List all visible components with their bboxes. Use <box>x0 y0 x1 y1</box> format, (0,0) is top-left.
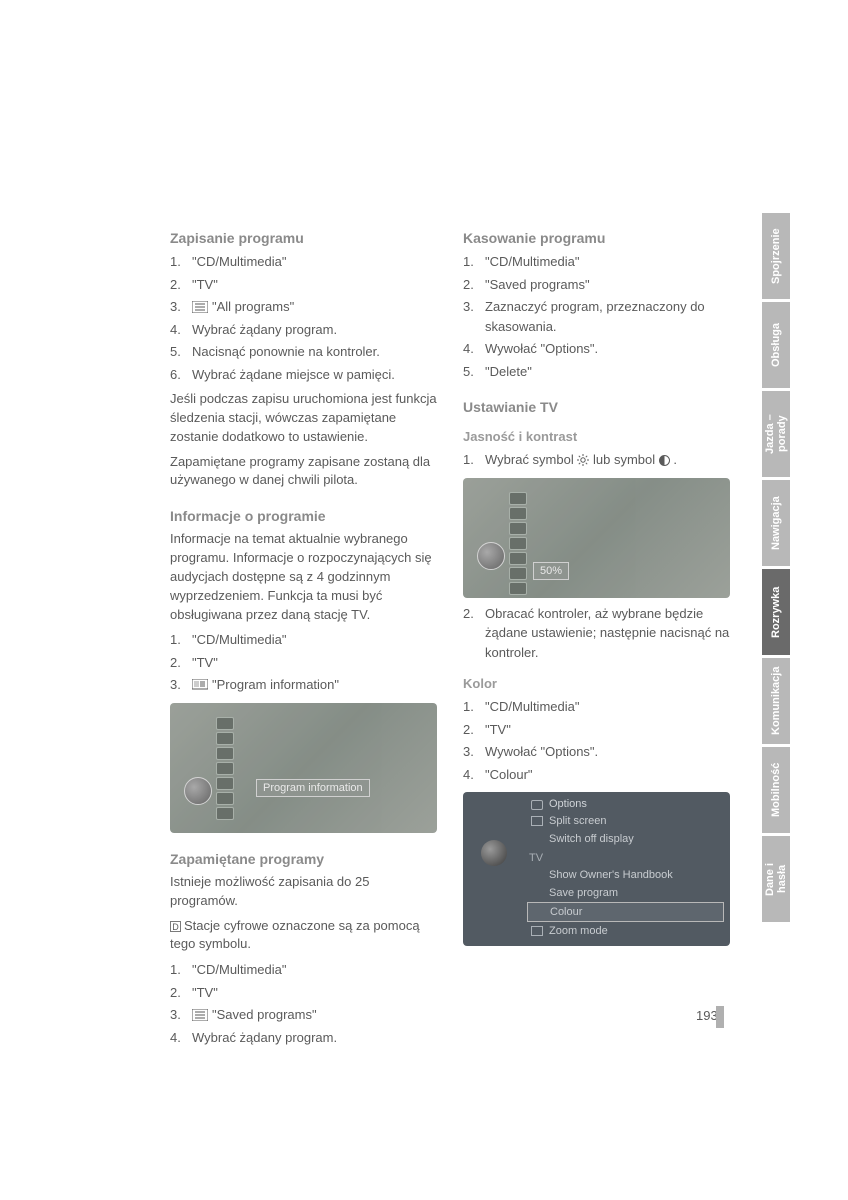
menu-list-icon <box>192 301 208 313</box>
ordered-list: "CD/Multimedia" "Saved programs" Zaznacz… <box>463 252 730 381</box>
ordered-list: "CD/Multimedia" "TV" "All programs" Wybr… <box>170 252 437 384</box>
screenshot-side-icons <box>509 492 527 595</box>
section-title: Ustawianie TV <box>463 399 730 415</box>
paragraph: Istnieje możliwość zapisania do 25 progr… <box>170 873 437 911</box>
menu-subhead: TV <box>527 852 724 864</box>
list-item: Wybrać żądane miejsce w pamięci. <box>170 365 437 385</box>
list-item: "CD/Multimedia" <box>170 630 437 650</box>
section-title: Kasowanie programu <box>463 230 730 246</box>
brightness-icon <box>577 454 589 466</box>
list-item: Nacisnąć ponownie na kontroler. <box>170 342 437 362</box>
list-item: Zaznaczyć program, przeznaczony do skaso… <box>463 297 730 336</box>
highlight-label: 50% <box>533 562 569 580</box>
screenshot-side-icons <box>216 717 234 820</box>
menu-row: Show Owner's Handbook <box>527 866 724 884</box>
list-item: Wywołać "Options". <box>463 339 730 359</box>
list-item: "CD/Multimedia" <box>463 697 730 717</box>
tab-jazda-porady[interactable]: Jazda – porady <box>762 391 790 477</box>
list-item-text: Wybrać symbol <box>485 452 574 467</box>
screenshot-program-info: Program information <box>170 703 437 833</box>
list-item-text: "Saved programs" <box>212 1007 317 1022</box>
list-item: "All programs" <box>170 297 437 317</box>
list-item: Wybrać żądany program. <box>170 320 437 340</box>
list-item: Wybrać żądany program. <box>170 1028 437 1048</box>
page-marker <box>716 1006 724 1028</box>
tab-nawigacja[interactable]: Nawigacja <box>762 480 790 566</box>
list-item: "Program information" <box>170 675 437 695</box>
list-item: "CD/Multimedia" <box>170 252 437 272</box>
paragraph-text: Stacje cyfrowe oznaczone są za pomocą te… <box>170 918 420 952</box>
list-item: Obracać kontroler, aż wybrane będzie żąd… <box>463 604 730 663</box>
screenshot-options-menu: Options Split screen Switch off display … <box>463 792 730 946</box>
tab-dane-i-hasla[interactable]: Dane i hasła <box>762 836 790 922</box>
controller-knob-icon <box>481 840 507 866</box>
paragraph: DStacje cyfrowe oznaczone są za pomocą t… <box>170 917 437 955</box>
menu-header: Options <box>527 798 724 810</box>
tab-rozrywka[interactable]: Rozrywka <box>762 569 790 655</box>
tab-mobilnosc[interactable]: Mobilność <box>762 747 790 833</box>
screenshot-brightness: 50% <box>463 478 730 598</box>
digital-symbol-icon: D <box>170 921 181 932</box>
ordered-list: "CD/Multimedia" "TV" Wywołać "Options". … <box>463 697 730 784</box>
zoom-icon <box>531 926 543 936</box>
list-item: "TV" <box>463 720 730 740</box>
section-title: Zapisanie programu <box>170 230 437 246</box>
menu-row-selected: Colour <box>527 902 724 922</box>
list-item: Wybrać symbol lub symbol . <box>463 450 730 470</box>
list-item-text: lub symbol <box>593 452 655 467</box>
list-item: "TV" <box>170 983 437 1003</box>
menu-row-text: Zoom mode <box>549 925 608 937</box>
menu-row: Zoom mode <box>527 922 724 940</box>
list-item: "TV" <box>170 653 437 673</box>
ordered-list: "CD/Multimedia" "TV" "Saved programs" Wy… <box>170 960 437 1047</box>
list-item: Wywołać "Options". <box>463 742 730 762</box>
page-content: Zapisanie programu "CD/Multimedia" "TV" … <box>170 230 730 1053</box>
section-title: Zapamiętane programy <box>170 851 437 867</box>
split-screen-icon <box>531 816 543 826</box>
right-column: Kasowanie programu "CD/Multimedia" "Save… <box>463 230 730 1053</box>
menu-row-text: Split screen <box>549 815 606 827</box>
gear-icon <box>531 800 543 810</box>
tab-komunikacja[interactable]: Komunikacja <box>762 658 790 744</box>
subsection-title: Kolor <box>463 676 730 691</box>
list-item-text: "All programs" <box>212 299 294 314</box>
highlight-label: Program information <box>256 779 370 797</box>
info-screen-icon <box>192 679 208 691</box>
subsection-title: Jasność i kontrast <box>463 429 730 444</box>
menu-list-icon <box>192 1009 208 1021</box>
list-item: "Saved programs" <box>463 275 730 295</box>
menu-row: Save program <box>527 884 724 902</box>
tab-spojrzenie[interactable]: Spojrzenie <box>762 213 790 299</box>
list-item: "Delete" <box>463 362 730 382</box>
paragraph: Informacje na temat aktualnie wybranego … <box>170 530 437 624</box>
contrast-icon <box>659 455 670 466</box>
side-tabs: Spojrzenie Obsługa Jazda – porady Nawiga… <box>762 213 790 925</box>
tab-obsluga[interactable]: Obsługa <box>762 302 790 388</box>
list-item-text: . <box>673 452 677 467</box>
page-number: 193 <box>696 1008 718 1023</box>
menu-row: Switch off display <box>527 830 724 848</box>
list-item-text: "Program information" <box>212 677 339 692</box>
paragraph: Zapamiętane programy zapisane zostaną dl… <box>170 453 437 491</box>
menu-row: Split screen <box>527 812 724 830</box>
list-item: "CD/Multimedia" <box>170 960 437 980</box>
ordered-list: Obracać kontroler, aż wybrane będzie żąd… <box>463 604 730 663</box>
section-title: Informacje o programie <box>170 508 437 524</box>
controller-knob-icon <box>477 542 505 570</box>
list-item: "CD/Multimedia" <box>463 252 730 272</box>
left-column: Zapisanie programu "CD/Multimedia" "TV" … <box>170 230 437 1053</box>
list-item: "Colour" <box>463 765 730 785</box>
list-item: "Saved programs" <box>170 1005 437 1025</box>
list-item: "TV" <box>170 275 437 295</box>
controller-knob-icon <box>184 777 212 805</box>
paragraph: Jeśli podczas zapisu uruchomiona jest fu… <box>170 390 437 447</box>
ordered-list: "CD/Multimedia" "TV" "Program informatio… <box>170 630 437 695</box>
ordered-list: Wybrać symbol lub symbol . <box>463 450 730 470</box>
menu-header-text: Options <box>549 798 587 810</box>
